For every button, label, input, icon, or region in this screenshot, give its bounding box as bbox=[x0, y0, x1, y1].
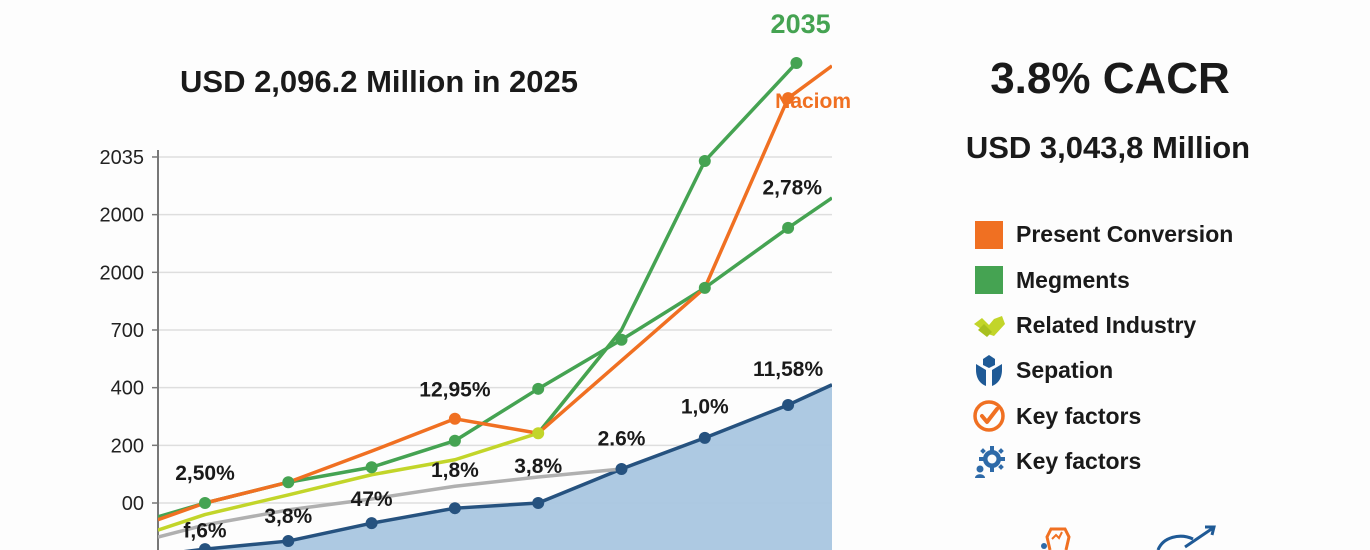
marker-megments-2035 bbox=[790, 56, 803, 69]
handshake-icon bbox=[972, 308, 1006, 342]
marker-sepation bbox=[365, 517, 378, 530]
y-tick-label: 2000 bbox=[100, 262, 145, 284]
cagr-value: 3.8% CACR bbox=[990, 54, 1230, 103]
line-present-conversion bbox=[158, 64, 832, 522]
y-axis: 00 200 400 700 2000 2000 2035 bbox=[100, 147, 159, 550]
legend-item-megments: Megments bbox=[972, 257, 1233, 302]
chart-title: USD 2,096.2 Million in 2025 bbox=[180, 64, 578, 99]
marker-sepation bbox=[615, 462, 628, 475]
y-tick-label: 200 bbox=[111, 435, 144, 457]
marker-present-conversion bbox=[782, 92, 795, 105]
marker-present-conversion bbox=[448, 412, 461, 425]
marker-megments bbox=[615, 333, 628, 346]
marker-sepation bbox=[448, 502, 461, 515]
y-tick-label: 700 bbox=[111, 320, 144, 342]
data-label: 1,0% bbox=[681, 396, 729, 419]
marker-sepation bbox=[532, 497, 545, 509]
check-circle-icon bbox=[972, 399, 1006, 433]
grid-lines bbox=[158, 156, 832, 504]
marker-megments bbox=[532, 382, 545, 395]
data-labels: 2,50% f,6% 3,8% 47% 1,8% 12,95% 3,8% 2.6% 1,0% 11… bbox=[175, 9, 851, 543]
legend-item-present-conversion: Present Conversion bbox=[972, 212, 1233, 257]
y-tick-label: 00 bbox=[122, 493, 144, 515]
forecast-value: USD 3,043,8 Million bbox=[965, 130, 1251, 165]
data-label: 47% bbox=[351, 488, 393, 511]
data-label: 2,50% bbox=[175, 462, 235, 485]
area-sepation bbox=[158, 384, 832, 550]
growth-arrow-icon bbox=[1156, 525, 1216, 550]
series-markers bbox=[199, 56, 803, 550]
data-label: 2.6% bbox=[598, 427, 646, 450]
marker-megments bbox=[698, 281, 711, 294]
legend-label: Related Industry bbox=[1016, 311, 1197, 338]
green-square-icon bbox=[972, 263, 1006, 297]
marker-megments bbox=[199, 497, 211, 509]
y-tick-label: 2000 bbox=[100, 205, 145, 227]
line-megments-2035 bbox=[536, 61, 798, 435]
marker-sepation bbox=[199, 543, 211, 550]
marker-megments bbox=[448, 434, 461, 447]
legend-label: Key factors bbox=[1016, 448, 1142, 475]
line-gray bbox=[158, 467, 622, 539]
marker-megments bbox=[282, 476, 295, 489]
legend-label: Megments bbox=[1016, 266, 1130, 293]
marker-megments bbox=[782, 221, 795, 234]
data-label: 12,95% bbox=[419, 378, 491, 401]
y-tick-label: 2035 bbox=[100, 147, 145, 169]
bottom-icons bbox=[1035, 525, 1235, 550]
data-label: Naciom bbox=[775, 90, 851, 113]
shield-network-icon bbox=[972, 354, 1006, 388]
data-label: f,6% bbox=[183, 520, 227, 543]
legend-item-key-factors-2: Key factors bbox=[972, 439, 1233, 484]
orange-square-icon bbox=[972, 218, 1006, 252]
series-areas bbox=[158, 384, 832, 550]
marker-sepation bbox=[698, 431, 711, 444]
legend: Present Conversion Megments Related Indu… bbox=[972, 212, 1233, 484]
legend-label: Present Conversion bbox=[1016, 221, 1234, 248]
data-label: 3,8% bbox=[514, 455, 562, 478]
legend-item-sepation: Sepation bbox=[972, 348, 1233, 393]
line-sepation bbox=[183, 383, 832, 550]
gear-person-icon bbox=[972, 445, 1006, 479]
marker-megments-2035 bbox=[698, 155, 711, 168]
data-label: 11,58% bbox=[753, 358, 823, 381]
data-label: 1,8% bbox=[431, 459, 479, 482]
legend-label: Sepation bbox=[1016, 357, 1114, 384]
series-lines bbox=[158, 61, 832, 550]
marker-related-industry bbox=[532, 427, 545, 440]
data-label: 2035 bbox=[771, 9, 831, 39]
y-tick-label: 400 bbox=[111, 378, 144, 400]
marker-megments bbox=[365, 461, 378, 474]
data-label: 2,78% bbox=[762, 176, 822, 199]
legend-label: Key factors bbox=[1016, 402, 1142, 429]
marker-sepation bbox=[282, 535, 295, 548]
data-label: 3,8% bbox=[264, 505, 312, 528]
marker-sepation bbox=[782, 398, 795, 411]
box-chart-icon bbox=[1041, 527, 1071, 550]
legend-item-key-factors: Key factors bbox=[972, 394, 1233, 439]
legend-item-related-industry: Related Industry bbox=[972, 303, 1233, 348]
